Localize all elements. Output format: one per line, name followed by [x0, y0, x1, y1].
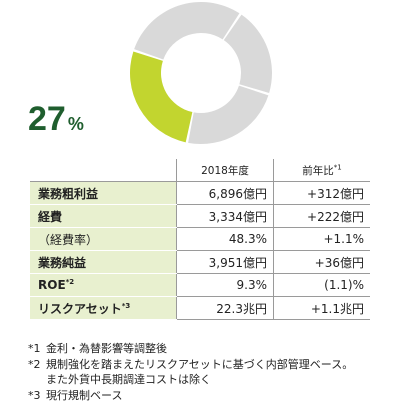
- row-label-text: 業務純益: [38, 255, 87, 270]
- footnotes: *1 金利・為替影響等調整後 *2 規制強化を踏まえたリスクアセットに基づく内部管理…: [28, 341, 353, 403]
- row-label: 業務純益: [30, 250, 177, 274]
- row-label: （経費率）: [30, 227, 177, 251]
- donut-slice-rest: [188, 85, 269, 144]
- footnote-2-text: 規制強化を踏まえたリスクアセットに基づく内部管理ベース。: [46, 357, 354, 371]
- row-label-text: 業務粗利益: [38, 186, 99, 201]
- table-header-yoy: 前年比*1: [273, 159, 370, 182]
- row-value: 22.3兆円: [176, 296, 274, 320]
- row-change: +1.1兆円: [273, 296, 370, 320]
- table-header-yoy-text: 前年比: [302, 164, 334, 177]
- footnote-3-text: 現行規制ベース: [46, 388, 123, 402]
- footnote-1-text: 金利・為替影響等調整後: [46, 342, 167, 355]
- row-change: +222億円: [273, 204, 370, 228]
- row-change: +312億円: [273, 181, 370, 205]
- donut-slice-highlight: [130, 51, 193, 143]
- row-label-sup: *3: [121, 301, 131, 310]
- share-percent: 27%: [28, 102, 84, 141]
- table-row: 業務純益 3,951億円 +36億円: [30, 250, 370, 274]
- table-header-yoy-sup: *1: [333, 163, 342, 171]
- share-percent-unit: %: [67, 114, 84, 134]
- footnote-1-marker: *1: [28, 342, 41, 355]
- donut-chart: [130, 2, 272, 144]
- footnote-2: *2 規制強化を踏まえたリスクアセットに基づく内部管理ベース。: [28, 357, 353, 373]
- table-row: ROE*2 9.3% (1.1)%: [30, 273, 370, 297]
- row-change: (1.1)%: [273, 273, 370, 297]
- footnote-2-marker: *2: [28, 357, 41, 371]
- row-label-text: ROE: [38, 278, 66, 292]
- row-value: 3,334億円: [176, 204, 274, 228]
- row-label: リスクアセット*3: [30, 296, 177, 320]
- footnote-3: *3 現行規制ベース: [28, 388, 353, 403]
- table-header-blank: [30, 159, 177, 182]
- row-label: ROE*2: [30, 273, 177, 297]
- table-header-fy: 2018年度: [176, 159, 274, 182]
- table-row: 経費 3,334億円 +222億円: [30, 204, 370, 228]
- row-label: 経費: [30, 204, 177, 228]
- row-label: 業務粗利益: [30, 181, 177, 205]
- footnote-3-marker: *3: [28, 388, 41, 402]
- row-change: +1.1%: [273, 227, 370, 251]
- table-row: （経費率） 48.3% +1.1%: [30, 227, 370, 251]
- footnote-2-continued-text: また外貨中長期調達コストは除く: [46, 373, 211, 386]
- share-percent-value: 27: [28, 100, 66, 138]
- row-change: +36億円: [273, 250, 370, 274]
- donut-slice-rest: [134, 2, 240, 60]
- footnote-1: *1 金利・為替影響等調整後: [28, 341, 353, 357]
- table-row: 業務粗利益 6,896億円 +312億円: [30, 181, 370, 205]
- row-value: 6,896億円: [176, 181, 274, 205]
- row-value: 3,951億円: [176, 250, 274, 274]
- table-header-row: 2018年度 前年比*1: [30, 159, 370, 182]
- row-label-text: リスクアセット: [38, 301, 122, 316]
- row-label-text: 経費: [38, 209, 63, 224]
- donut-slice-rest: [223, 14, 272, 93]
- footnote-2-continued: また外貨中長期調達コストは除く: [28, 372, 353, 388]
- table-row: リスクアセット*3 22.3兆円 +1.1兆円: [30, 296, 370, 320]
- row-label-sup: *2: [65, 278, 75, 286]
- metrics-table: 2018年度 前年比*1 業務粗利益 6,896億円 +312億円 経費 3,3…: [30, 159, 370, 320]
- row-value: 48.3%: [176, 227, 274, 251]
- row-value: 9.3%: [176, 273, 274, 297]
- row-label-text: （経費率）: [38, 232, 99, 247]
